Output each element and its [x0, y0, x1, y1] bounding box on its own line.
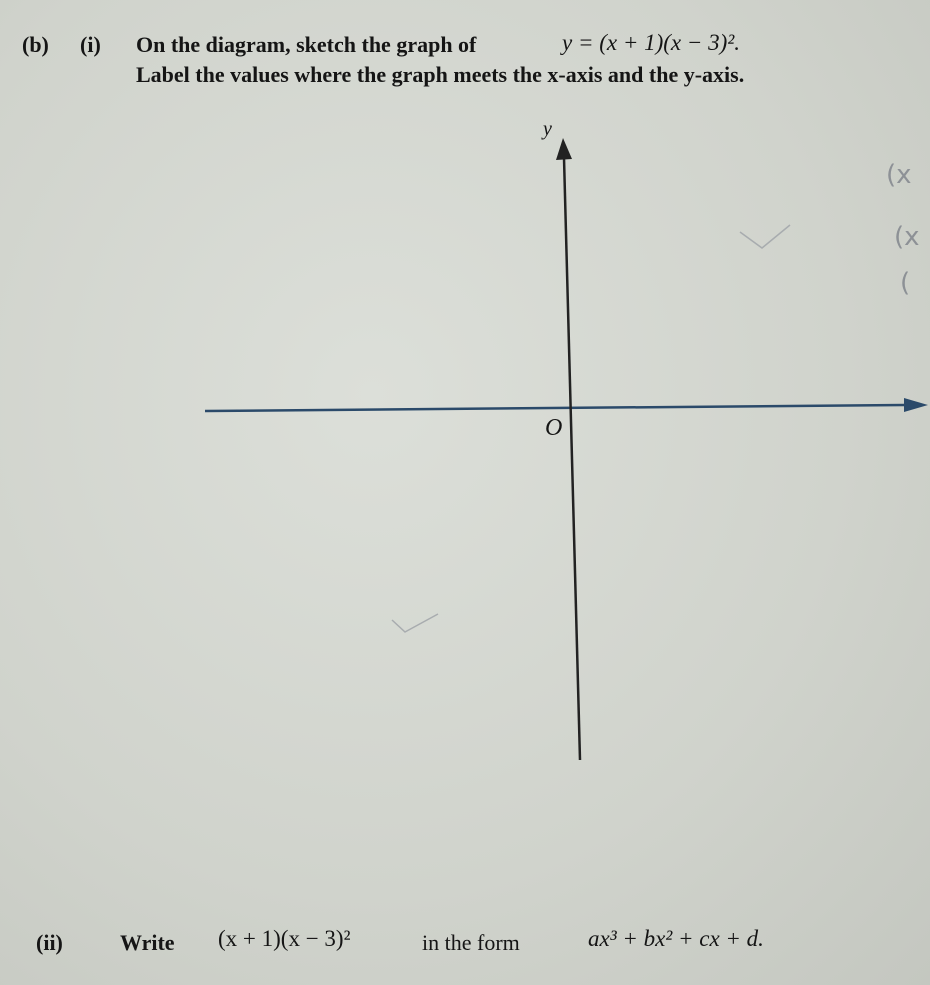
part-label: (b)	[22, 32, 49, 57]
y-axis	[562, 157, 582, 761]
question-text: On the diagram, sketch the graph of	[136, 32, 477, 57]
subpart-label: (ii)	[36, 930, 63, 955]
question-text: in the form	[422, 930, 520, 955]
expression: (x + 1)(x − 3)²	[218, 926, 351, 951]
origin-label: O	[545, 415, 563, 441]
tick-mark-pencil	[739, 224, 791, 249]
handwritten-note: (	[900, 268, 911, 298]
handwritten-note: (x	[886, 160, 912, 190]
question-text: Label the values where the graph meets t…	[136, 62, 745, 87]
question-text: Write	[120, 930, 175, 955]
subpart-label: (i)	[80, 32, 101, 57]
x-axis	[204, 403, 906, 413]
equation: y = (x + 1)(x − 3)².	[562, 30, 740, 55]
tick-mark-pencil	[391, 613, 439, 633]
handwritten-note: (x	[894, 222, 920, 252]
target-form: ax³ + bx² + cx + d.	[588, 926, 764, 951]
y-axis-arrow	[556, 138, 572, 160]
axis-label: y	[543, 118, 552, 140]
x-axis-arrow	[904, 398, 928, 412]
